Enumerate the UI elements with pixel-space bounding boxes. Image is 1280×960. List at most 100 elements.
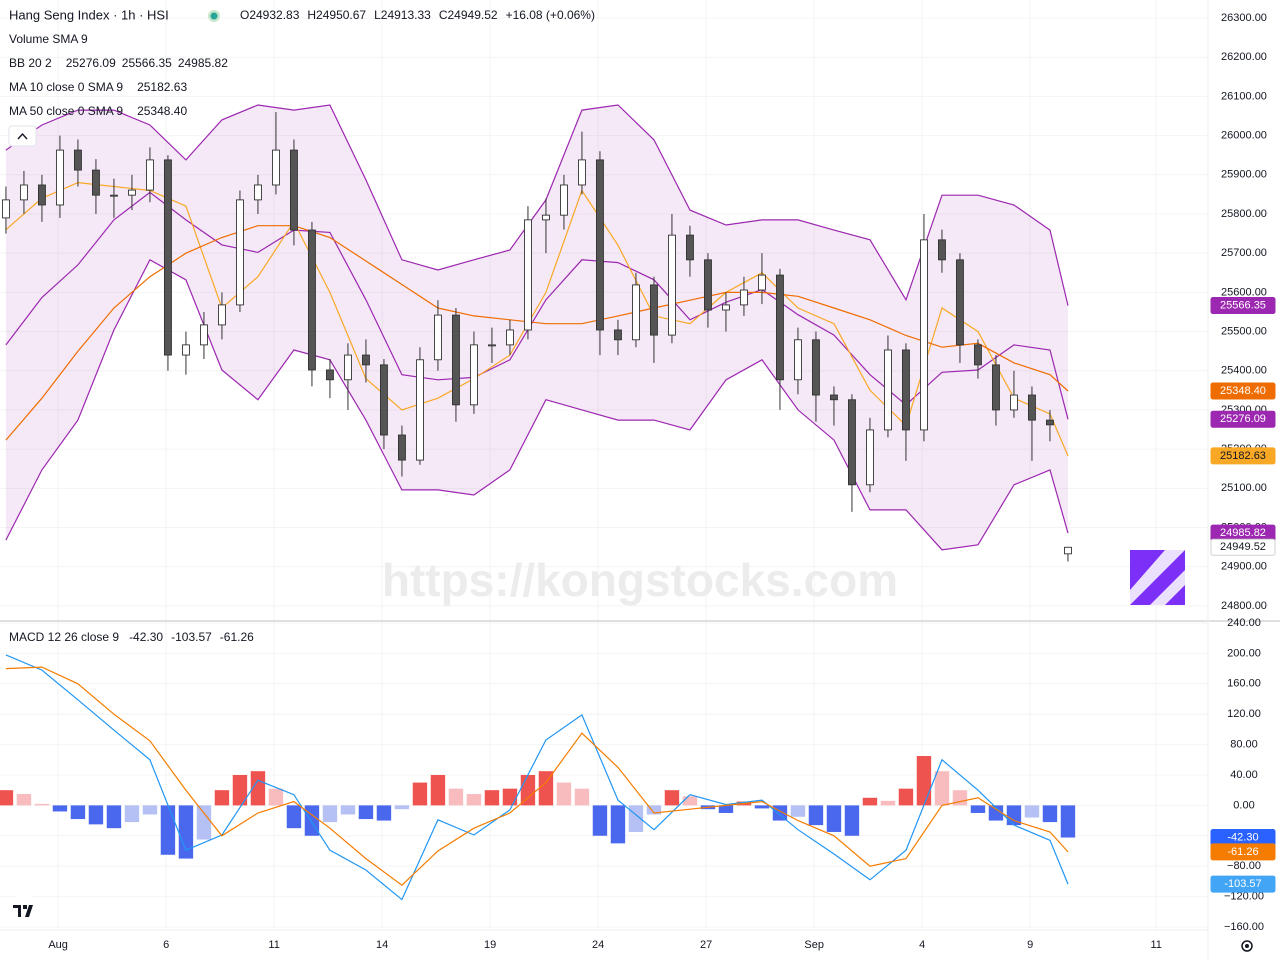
plot [0,104,1076,901]
x-tick-label: 9 [1027,939,1033,951]
x-tick-label: 19 [484,939,496,951]
histogram-bar [412,782,428,806]
price-badge-label: 24949.52 [1220,541,1266,553]
y-tick-label: 200.00 [1227,647,1261,659]
candle-body [812,339,820,396]
settings-icon[interactable] [1241,940,1253,952]
histogram-bar [160,805,176,855]
collapse-icon [17,132,28,140]
y-tick-label: 24900.00 [1221,561,1267,573]
indicator-name[interactable]: MA 10 close 0 SMA 9 [9,80,123,94]
candle-body [235,199,244,306]
candle-body [91,169,100,196]
legend: Hang Seng Index · 1h · HSI O24932.83 H249… [9,7,595,644]
gear-ring[interactable] [1241,940,1253,952]
price-badge-label: 25566.35 [1220,299,1266,311]
bollinger-band-fill [5,105,1068,550]
logo-stripe [1130,550,1185,605]
histogram-bar [970,805,986,813]
candle-body [307,229,316,371]
candle-body [343,354,352,381]
indicator-name[interactable]: MA 50 close 0 SMA 9 [9,104,123,118]
candle-body [127,189,136,196]
candle-body [253,184,262,201]
indicator-name[interactable]: Volume SMA 9 [9,32,88,46]
tv-logo-mark [13,905,33,917]
candle-body [541,214,550,221]
y-tick-label: 26300.00 [1221,12,1267,24]
candle-body [595,159,604,331]
y-tick-label: −80.00 [1227,860,1261,872]
y-tick-label: 26200.00 [1221,51,1267,63]
y-tick-label: 240.00 [1227,617,1261,629]
histogram-bar [178,805,194,859]
ohlc-value: +16.08 (+0.06%) [506,8,595,22]
histogram-bar [916,755,932,806]
x-tick-label: 11 [268,939,279,951]
x-tick-label: 11 [1150,939,1161,951]
candle-body [559,184,568,216]
histogram-bar [34,803,50,806]
y-tick-label: 25900.00 [1221,169,1267,181]
candle-body [758,274,766,291]
candle-body [73,149,82,171]
indicator-line [5,225,1069,441]
macd-value: -61.26 [220,630,254,644]
collapse-button[interactable] [8,125,37,147]
candle-body [451,314,460,406]
candle-body [740,289,748,306]
indicator-name[interactable]: BB 20 2 [9,56,52,70]
candle-body [830,394,838,401]
collapse-box[interactable] [8,125,37,147]
candle-body [19,184,28,201]
histogram-bar [754,805,770,809]
histogram-bar [988,805,1004,821]
candle-body [1,199,10,219]
y-tick-label: −160.00 [1224,921,1264,933]
histogram-bar [484,790,500,806]
indicator-value: 25182.63 [137,80,187,94]
candle-body [632,284,640,341]
candle-body [487,344,496,347]
indicator-line [5,258,1069,551]
histogram-bar [1042,805,1058,823]
indicator-value: 25348.40 [137,104,187,118]
candle-body [415,359,424,461]
histogram-bar [232,774,248,806]
candle-body [974,344,982,366]
histogram-bar [358,805,374,820]
histogram-bar [394,805,410,810]
histogram-bar [196,805,212,840]
x-tick-label: Sep [804,939,824,951]
macd-value: -42.30 [129,630,163,644]
logo-badge [1130,550,1185,605]
histogram-bar [574,788,590,806]
histogram-bar [538,771,554,806]
histogram-bar [520,774,536,806]
tv-logo[interactable] [8,894,40,926]
logo-stripe [1150,570,1185,605]
histogram-bar [1006,805,1022,826]
candle-body [181,344,190,356]
histogram-bar [664,790,680,806]
histogram-bar [106,805,122,829]
x-tick-label: 24 [592,939,604,951]
macd-value: -103.57 [171,630,212,644]
candle-body [199,324,208,346]
symbol-title[interactable]: Hang Seng Index · 1h · HSI [9,7,169,22]
histogram-bar [124,805,140,823]
price-badge [1210,447,1276,465]
price-badge [1210,843,1276,861]
candle-body [1010,394,1018,411]
histogram-bar [70,805,86,820]
y-tick-label: 0.00 [1233,799,1254,811]
histogram-bar [1024,805,1040,818]
macd-title[interactable]: MACD 12 26 close 9 [9,630,119,644]
y-tick-label: 25500.00 [1221,325,1267,337]
candle-body [109,194,118,197]
indicator-value: 24985.82 [178,56,228,70]
y-tick-label: 25400.00 [1221,365,1267,377]
histogram-bar [808,805,824,826]
candle-body [650,284,658,336]
y-tick-label: 25600.00 [1221,286,1267,298]
